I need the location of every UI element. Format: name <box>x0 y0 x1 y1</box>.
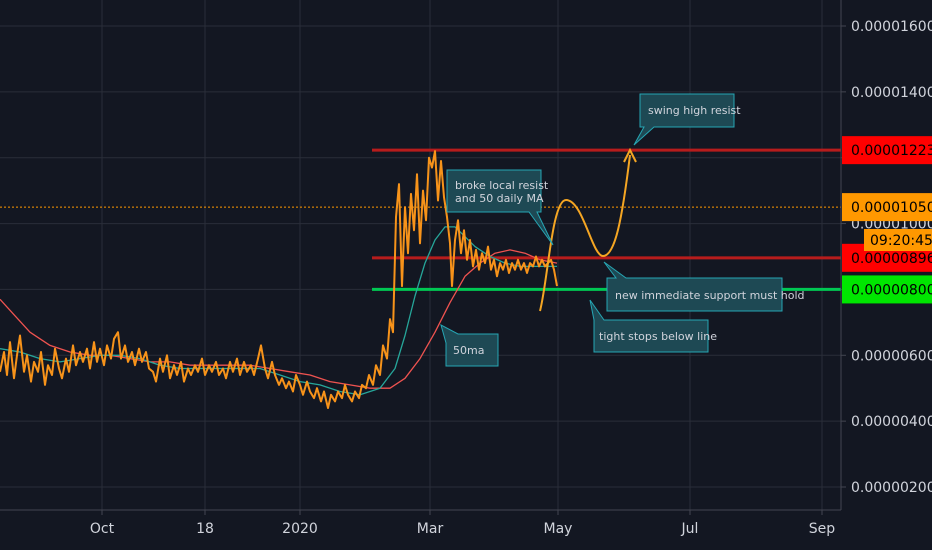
grid <box>0 0 841 510</box>
price-badge <box>842 136 932 165</box>
x-tick-label: Jul <box>681 521 699 537</box>
annotation-swing-high-text: swing high resist <box>648 104 741 117</box>
price-badge-label: 0.00001050 <box>851 200 932 216</box>
x-tick-label: Mar <box>417 521 444 537</box>
annotation-50ma-text: 50ma <box>453 344 484 357</box>
annotation-swing-high-resist[interactable]: swing high resist <box>633 93 741 146</box>
annotation-support-text: new immediate support must hold <box>615 289 805 302</box>
time-scale[interactable]: Oct 18 2020 Mar May Jul Sep <box>90 510 835 537</box>
y-tick-label: 0.00001600 <box>851 19 932 35</box>
price-badges: 0.00001223 0.00001050 0.00000896 0.00000800 <box>842 136 932 304</box>
projection-arrowhead <box>623 147 637 163</box>
series-group <box>0 150 558 409</box>
price-badge-label: 0.00000896 <box>851 251 932 267</box>
y-tick-label: 0.00000400 <box>851 414 932 430</box>
projection-drawing[interactable] <box>539 147 637 312</box>
annotation-tight-stops[interactable]: tight stops below line <box>589 299 717 353</box>
x-tick-label: May <box>544 521 573 537</box>
annotation-new-support[interactable]: new immediate support must hold <box>603 261 805 312</box>
price-badge-label: 0.00001223 <box>851 143 932 159</box>
annotation-50ma[interactable]: 50ma <box>440 324 499 367</box>
series-line-1 <box>0 226 557 396</box>
y-tick-label: 0.00001400 <box>851 85 932 101</box>
price-badge <box>842 193 932 222</box>
x-tick-label: Sep <box>809 521 836 537</box>
annotation-stops-text: tight stops below line <box>599 330 717 343</box>
annotation-broke-text-1: broke local resist <box>455 179 549 192</box>
x-tick-label: 18 <box>196 521 214 537</box>
annotation-broke-local-resist[interactable]: broke local resist and 50 daily MA <box>446 169 554 246</box>
y-tick-label: 0.00000600 <box>851 348 932 364</box>
price-badge <box>842 275 932 304</box>
projection-path[interactable] <box>539 154 631 312</box>
price-badge-label: 0.00000800 <box>851 282 932 298</box>
countdown-badge: 09:20:45 <box>864 229 932 251</box>
x-tick-label: 2020 <box>282 521 318 537</box>
y-tick-label: 0.00000200 <box>851 480 932 496</box>
annotation-broke-text-2: and 50 daily MA <box>455 192 544 205</box>
x-tick-label: Oct <box>90 521 115 537</box>
series-line-0 <box>0 150 558 409</box>
countdown-text: 09:20:45 <box>870 233 932 249</box>
